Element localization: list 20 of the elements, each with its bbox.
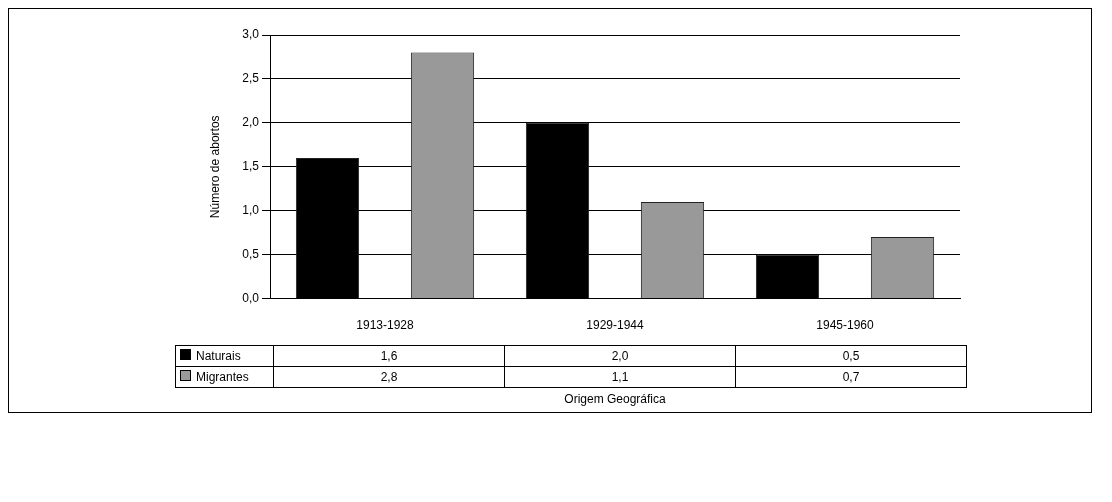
y-tick-label: 0,0 xyxy=(242,290,260,305)
legend-label: Naturais xyxy=(196,349,241,363)
x-tick-label: 1945-1960 xyxy=(816,318,875,333)
legend-label: Migrantes xyxy=(196,370,249,384)
y-axis-title: Número de abortos xyxy=(207,115,222,219)
data-label: 0,5 xyxy=(735,345,967,367)
data-label: 1,1 xyxy=(504,366,736,388)
x-tick-label: 1913-1928 xyxy=(356,318,415,333)
y-tick-label: 1,0 xyxy=(242,203,260,218)
x-axis-title: Origem Geográfica xyxy=(563,392,667,406)
data-label: 2,0 xyxy=(504,345,736,367)
y-tick-label: 3,0 xyxy=(242,27,260,42)
y-tick-label: 2,5 xyxy=(242,71,260,86)
data-label: 1,6 xyxy=(273,345,505,367)
x-tick-label: 1929-1944 xyxy=(586,318,645,333)
y-tick-label: 1,5 xyxy=(242,159,260,174)
y-tick-label: 2,0 xyxy=(242,115,260,130)
y-tick-label: 0,5 xyxy=(242,246,260,261)
data-label: 0,7 xyxy=(735,366,967,388)
data-label: 2,8 xyxy=(273,366,505,388)
